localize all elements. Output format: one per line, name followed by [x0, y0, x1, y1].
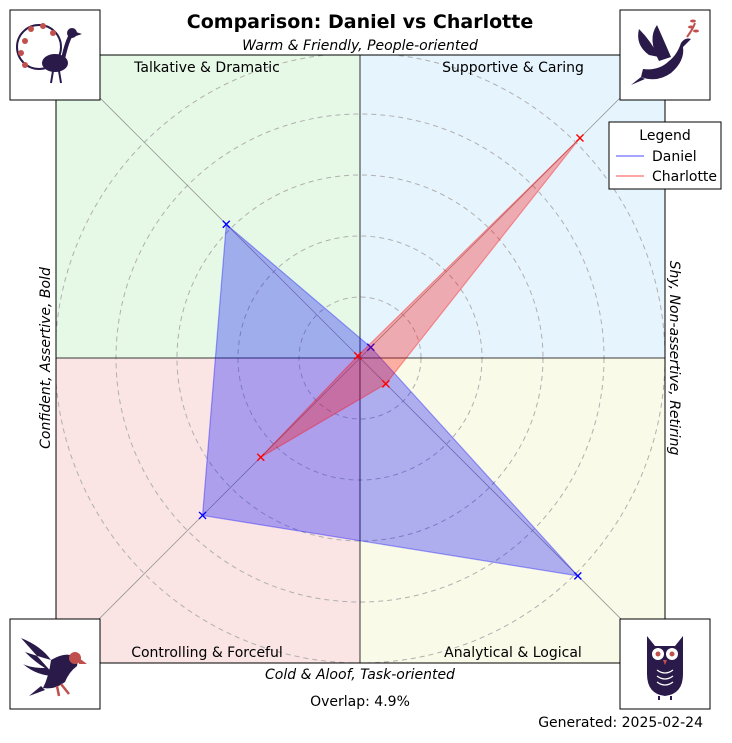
- data-point-charlotte: [381, 379, 390, 388]
- data-point-daniel: [366, 343, 375, 352]
- owl-icon: [619, 618, 711, 710]
- legend-entry-charlotte: Charlotte: [652, 169, 717, 185]
- plot-frame: [55, 54, 666, 664]
- data-point-daniel: [573, 571, 582, 580]
- eagle-icon: [9, 618, 101, 710]
- data-point-charlotte: [353, 351, 362, 360]
- legend-entry-daniel: Daniel: [652, 149, 697, 165]
- dove-icon: [619, 9, 711, 101]
- chart-title: Comparison: Daniel vs Charlotte: [187, 11, 533, 33]
- quadrant-label-controlling-forceful: Controlling & Forceful: [131, 645, 283, 661]
- data-point-daniel: [198, 511, 207, 520]
- quadrant-label-supportive-caring: Supportive & Caring: [442, 60, 584, 76]
- data-point-daniel: [222, 220, 231, 229]
- axis-label-bottom: Cold & Aloof, Task-oriented: [265, 667, 455, 683]
- data-point-charlotte: [575, 134, 584, 143]
- axis-label-top: Warm & Friendly, People-oriented: [242, 38, 478, 54]
- legend-title: Legend: [639, 128, 690, 144]
- legend: Legend Daniel Charlotte: [608, 121, 722, 190]
- peacock-icon: [9, 9, 101, 101]
- legend-box: [608, 121, 722, 190]
- generated-label: Generated: 2025-02-24: [538, 715, 703, 731]
- axis-label-right: Shy, Non-assertive, Retiring: [666, 261, 682, 456]
- quadrant-label-analytical-logical: Analytical & Logical: [444, 645, 582, 661]
- axis-label-left: Confident, Assertive, Bold: [38, 267, 54, 449]
- series-layer: [198, 134, 584, 580]
- quadrant-label-talkative-dramatic: Talkative & Dramatic: [133, 60, 280, 76]
- overlap-label: Overlap: 4.9%: [310, 694, 410, 710]
- data-point-charlotte: [256, 453, 265, 462]
